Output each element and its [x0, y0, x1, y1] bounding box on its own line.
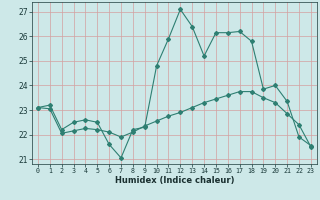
X-axis label: Humidex (Indice chaleur): Humidex (Indice chaleur) [115, 176, 234, 185]
